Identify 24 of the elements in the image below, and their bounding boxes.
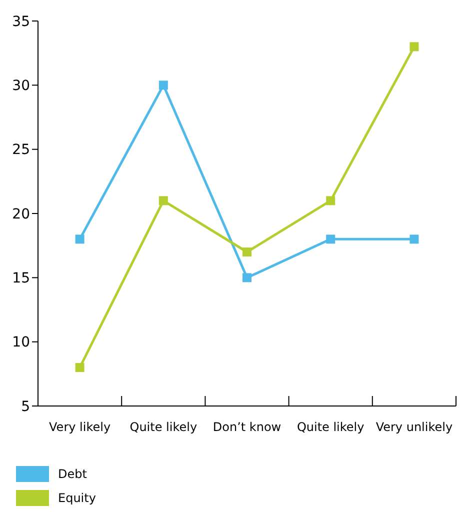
point xyxy=(242,248,252,256)
y-tick-label: 30 xyxy=(12,78,30,94)
point xyxy=(158,80,168,90)
legend-label: Equity xyxy=(58,491,96,506)
point xyxy=(242,273,252,282)
point xyxy=(158,196,168,206)
x-tick-label: Quite likely xyxy=(130,420,198,434)
point xyxy=(326,196,336,206)
y-tick-label: 5 xyxy=(21,398,30,415)
point xyxy=(410,42,419,52)
point xyxy=(326,234,336,244)
y-tick-label: 35 xyxy=(12,14,30,30)
point xyxy=(410,234,419,244)
y-tick-label: 20 xyxy=(12,206,30,222)
x-tick-label: Don’t know xyxy=(212,420,282,434)
x-tick-label: Quite likely xyxy=(296,420,364,434)
point xyxy=(75,234,84,244)
point xyxy=(75,363,84,372)
x-tick-label: Very unlikely xyxy=(376,420,453,434)
y-tick-label: 15 xyxy=(12,270,30,287)
legend-label: Debt xyxy=(58,467,88,482)
y-tick-label: 25 xyxy=(12,142,30,158)
y-tick-label: 10 xyxy=(12,334,30,351)
x-tick-label: Very likely xyxy=(49,420,111,434)
